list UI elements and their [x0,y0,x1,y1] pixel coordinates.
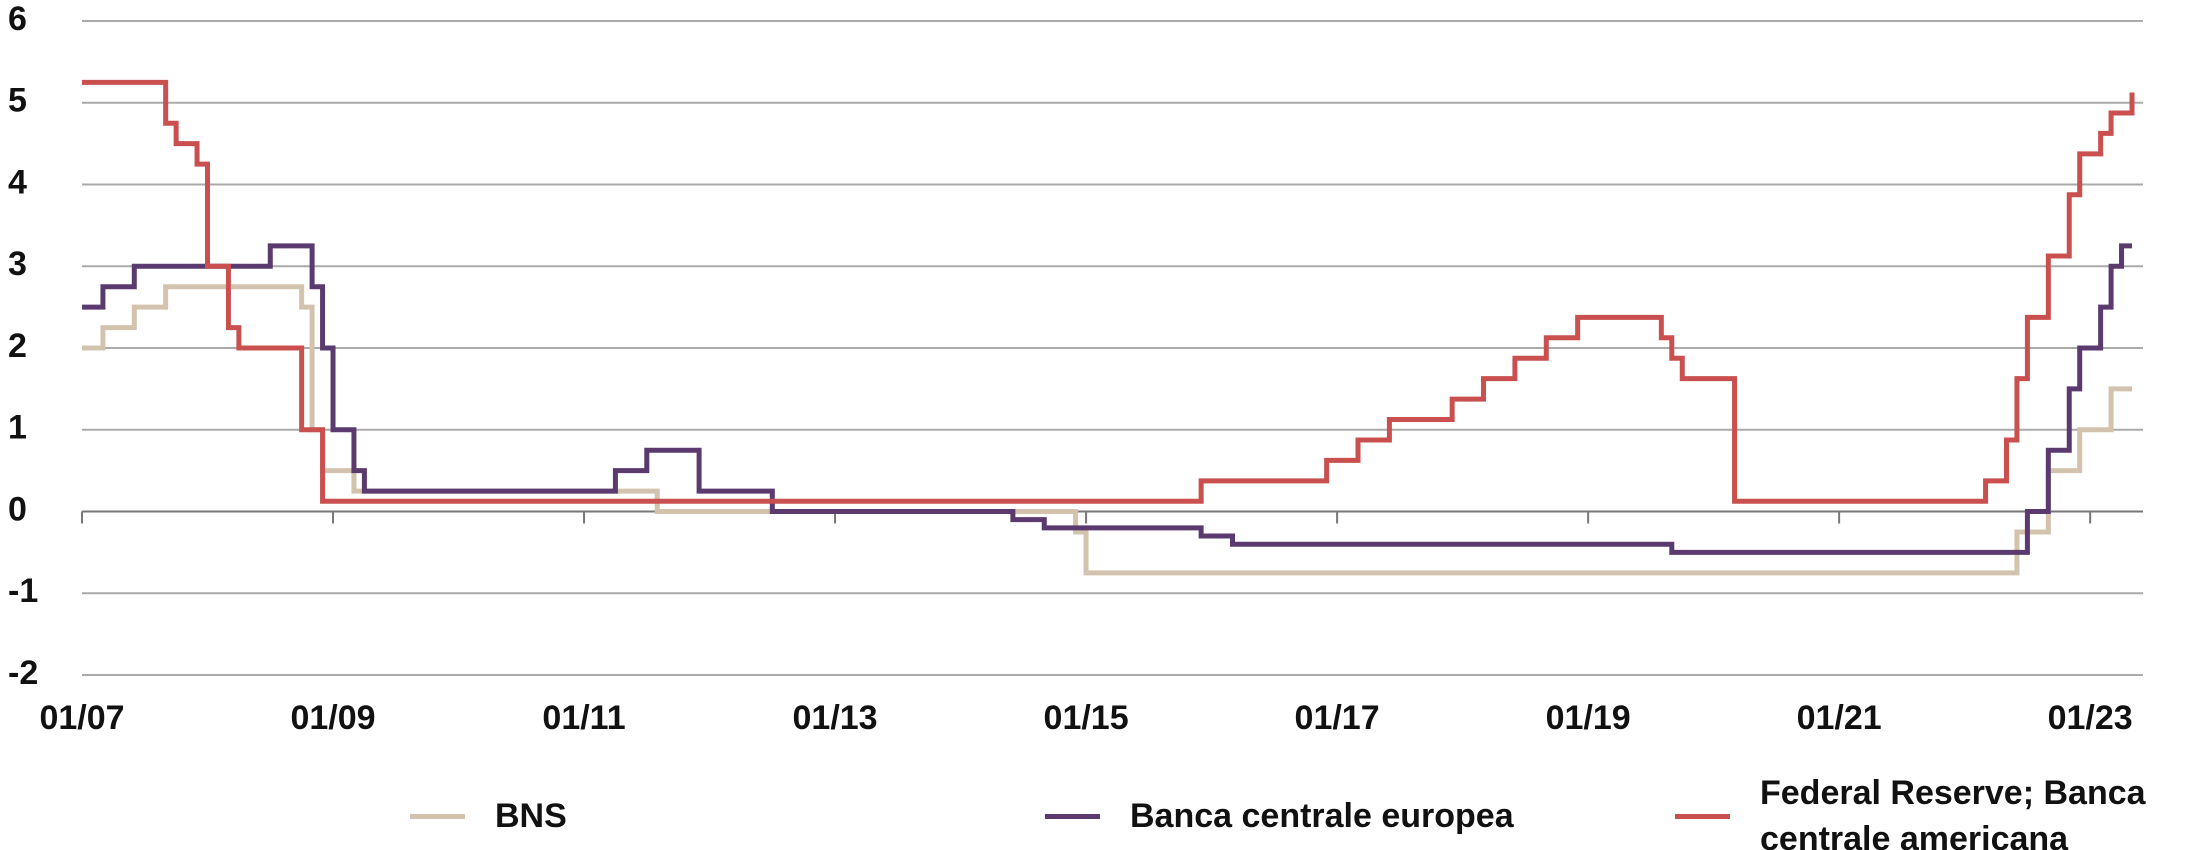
y-tick-label: 6 [8,0,27,38]
legend-item: BNS [410,770,895,850]
x-tick-label: 01/19 [1546,699,1631,737]
legend-item: Banca centrale europea [1045,770,1730,850]
y-tick-label: -1 [8,572,38,610]
legend: BNS Banca centrale europea Federal Reserve… [0,770,2203,850]
x-tick-label: 01/07 [39,699,124,737]
chart: -2 -1 0 1 2 3 4 5 6 01/07 01/09 01/11 01/13 01/15 01/1… [8,0,2143,737]
legend-swatch [410,813,465,819]
y-tick-label: 5 [8,82,27,120]
legend-item: Federal Reserve; Banca centrale american… [1675,770,2203,850]
legend-swatch [1675,813,1730,819]
y-tick-label: 0 [8,490,27,528]
x-tick-label: 01/21 [1797,699,1882,737]
x-tick-label: 01/11 [542,699,625,737]
x-tick-label: 01/15 [1044,699,1129,737]
y-tick-label: 1 [8,409,27,447]
legend-label: Banca centrale europea [1130,797,1514,835]
x-tick-label: 01/09 [290,699,375,737]
series-line [82,243,2132,555]
legend-label: BNS [495,797,567,835]
series-line [82,79,2135,504]
y-tick-label: 3 [8,245,27,283]
legend-label: Federal Reserve; Banca centrale american… [1760,774,2146,850]
x-tick-label: 01/23 [2048,699,2133,737]
x-tick-label: 01/17 [1295,699,1380,737]
y-tick-label: 4 [8,163,27,201]
legend-swatch [1045,813,1100,819]
y-tick-label: 2 [8,327,27,365]
x-tick-label: 01/13 [793,699,878,737]
y-tick-label: -2 [8,654,38,692]
